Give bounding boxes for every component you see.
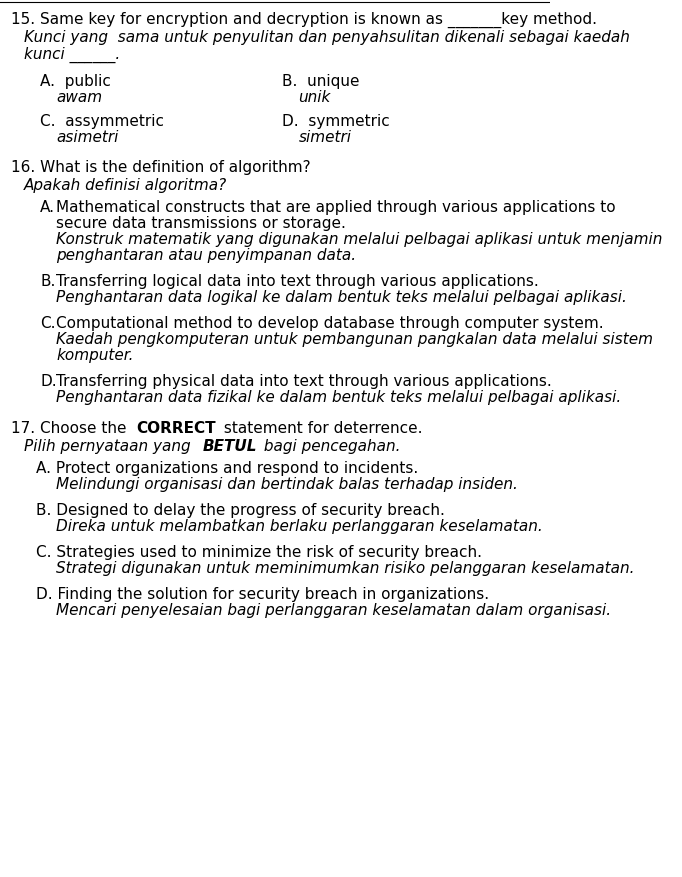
Text: simetri: simetri [298, 130, 351, 145]
Text: Penghantaran data fizikal ke dalam bentuk teks melalui pelbagai aplikasi.: Penghantaran data fizikal ke dalam bentu… [57, 389, 622, 404]
Text: Pilih pernyataan yang: Pilih pernyataan yang [24, 438, 196, 453]
Text: BETUL: BETUL [203, 438, 257, 453]
Text: 17. Choose the: 17. Choose the [12, 420, 132, 436]
Text: kunci ______.: kunci ______. [24, 47, 121, 63]
Text: Computational method to develop database through computer system.: Computational method to develop database… [57, 316, 604, 331]
Text: Mencari penyelesaian bagi perlanggaran keselamatan dalam organisasi.: Mencari penyelesaian bagi perlanggaran k… [57, 602, 612, 617]
Text: D.: D. [40, 374, 57, 389]
Text: 16. What is the definition of algorithm?: 16. What is the definition of algorithm? [12, 160, 311, 175]
Text: Apakah definisi algoritma?: Apakah definisi algoritma? [24, 178, 227, 193]
Text: unik: unik [298, 90, 331, 105]
Text: Mathematical constructs that are applied through various applications to: Mathematical constructs that are applied… [57, 200, 616, 215]
Text: bagi pencegahan.: bagi pencegahan. [259, 438, 401, 453]
Text: Direka untuk melambatkan berlaku perlanggaran keselamatan.: Direka untuk melambatkan berlaku perlang… [57, 518, 543, 533]
Text: A.: A. [40, 200, 55, 215]
Text: Penghantaran data logikal ke dalam bentuk teks melalui pelbagai aplikasi.: Penghantaran data logikal ke dalam bentu… [57, 289, 627, 304]
Text: Transferring physical data into text through various applications.: Transferring physical data into text thr… [57, 374, 552, 389]
Text: B. Designed to delay the progress of security breach.: B. Designed to delay the progress of sec… [36, 503, 445, 517]
Text: Transferring logical data into text through various applications.: Transferring logical data into text thro… [57, 274, 539, 289]
Text: A. Protect organizations and respond to incidents.: A. Protect organizations and respond to … [36, 460, 419, 475]
Text: B.  unique: B. unique [282, 74, 359, 89]
Text: D.  symmetric: D. symmetric [282, 114, 390, 129]
Text: C.  assymmetric: C. assymmetric [40, 114, 164, 129]
Text: awam: awam [57, 90, 102, 105]
Text: statement for deterrence.: statement for deterrence. [220, 420, 423, 436]
Text: D. Finding the solution for security breach in organizations.: D. Finding the solution for security bre… [36, 587, 490, 602]
Text: asimetri: asimetri [57, 130, 119, 145]
Text: penghantaran atau penyimpanan data.: penghantaran atau penyimpanan data. [57, 247, 357, 263]
Text: A.  public: A. public [40, 74, 111, 89]
Text: Konstruk matematik yang digunakan melalui pelbagai aplikasi untuk menjamin: Konstruk matematik yang digunakan melalu… [57, 232, 663, 246]
Text: CORRECT: CORRECT [136, 420, 216, 436]
Text: Kaedah pengkomputeran untuk pembangunan pangkalan data melalui sistem: Kaedah pengkomputeran untuk pembangunan … [57, 332, 653, 346]
Text: Kunci yang  sama untuk penyulitan dan penyahsulitan dikenali sebagai kaedah: Kunci yang sama untuk penyulitan dan pen… [24, 30, 630, 45]
Text: C.: C. [40, 316, 56, 331]
Text: Melindungi organisasi dan bertindak balas terhadap insiden.: Melindungi organisasi dan bertindak bala… [57, 476, 518, 491]
Text: 15. Same key for encryption and decryption is known as _______key method.: 15. Same key for encryption and decrypti… [12, 12, 597, 28]
Text: komputer.: komputer. [57, 347, 134, 362]
Text: B.: B. [40, 274, 56, 289]
Text: Strategi digunakan untuk meminimumkan risiko pelanggaran keselamatan.: Strategi digunakan untuk meminimumkan ri… [57, 560, 635, 575]
Text: C. Strategies used to minimize the risk of security breach.: C. Strategies used to minimize the risk … [36, 545, 482, 560]
Text: secure data transmissions or storage.: secure data transmissions or storage. [57, 216, 346, 231]
